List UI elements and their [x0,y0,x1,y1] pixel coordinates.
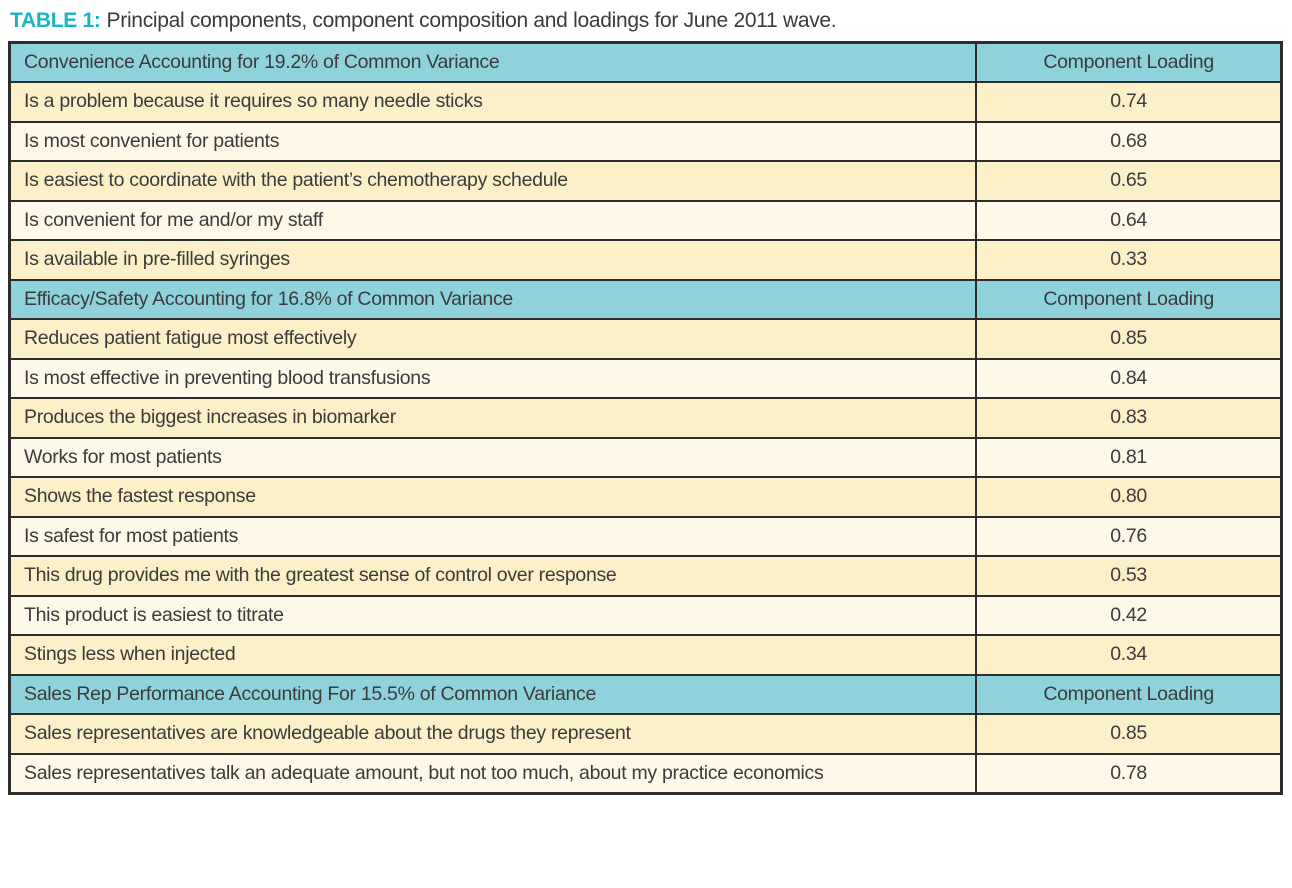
table-row: Stings less when injected 0.34 [8,634,1283,676]
loading-cell: 0.85 [975,318,1283,360]
table-row: Is most convenient for patients 0.68 [8,120,1283,162]
item-cell: Produces the biggest increases in biomar… [8,397,978,439]
loading-cell: 0.80 [975,476,1283,518]
table-row: Shows the fastest response 0.80 [8,476,1283,518]
table-row: Produces the biggest increases in biomar… [8,397,1283,439]
table-row: Reduces patient fatigue most effectively… [8,318,1283,360]
component-loading-header-cell: Component Loading [975,673,1283,715]
table-row: Works for most patients 0.81 [8,436,1283,478]
loading-cell: 0.76 [975,515,1283,557]
item-cell: Is a problem because it requires so many… [8,81,978,123]
item-cell: Works for most patients [8,436,978,478]
table-row: Is most effective in preventing blood tr… [8,357,1283,399]
item-cell: This drug provides me with the greatest … [8,555,978,597]
section-header-cell: Sales Rep Performance Accounting For 15.… [8,673,978,715]
section-header-cell: Convenience Accounting for 19.2% of Comm… [8,41,978,83]
loading-cell: 0.83 [975,397,1283,439]
loading-cell: 0.64 [975,199,1283,241]
item-cell: Sales representatives are knowledgeable … [8,713,978,755]
loading-cell: 0.78 [975,752,1283,794]
table-row: Is available in pre-filled syringes 0.33 [8,239,1283,281]
table-row: Is convenient for me and/or my staff 0.6… [8,199,1283,241]
loading-cell: 0.84 [975,357,1283,399]
loading-cell: 0.85 [975,713,1283,755]
loading-cell: 0.53 [975,555,1283,597]
item-cell: Is most effective in preventing blood tr… [8,357,978,399]
loading-cell: 0.74 [975,81,1283,123]
loading-cell: 0.81 [975,436,1283,478]
table-caption-tag: TABLE 1: [10,9,101,32]
component-loading-header-cell: Component Loading [975,41,1283,83]
item-cell: Is easiest to coordinate with the patien… [8,160,978,202]
table-row: Is easiest to coordinate with the patien… [8,160,1283,202]
table-row: Sales representatives talk an adequate a… [8,752,1283,794]
item-cell: Is safest for most patients [8,515,978,557]
item-cell: Is most convenient for patients [8,120,978,162]
loading-cell: 0.42 [975,594,1283,636]
item-cell: Is convenient for me and/or my staff [8,199,978,241]
component-loading-header-cell: Component Loading [975,278,1283,320]
section-header-row-sales-rep: Sales Rep Performance Accounting For 15.… [8,673,1283,715]
item-cell: Stings less when injected [8,634,978,676]
table-row: Is a problem because it requires so many… [8,81,1283,123]
loading-cell: 0.34 [975,634,1283,676]
table-row: This drug provides me with the greatest … [8,555,1283,597]
section-header-cell: Efficacy/Safety Accounting for 16.8% of … [8,278,978,320]
table-caption-text: Principal components, component composit… [106,9,837,32]
section-header-row-convenience: Convenience Accounting for 19.2% of Comm… [8,41,1283,83]
table-row: Sales representatives are knowledgeable … [8,713,1283,755]
loading-cell: 0.33 [975,239,1283,281]
item-cell: Is available in pre-filled syringes [8,239,978,281]
loading-cell: 0.65 [975,160,1283,202]
section-header-row-efficacy-safety: Efficacy/Safety Accounting for 16.8% of … [8,278,1283,320]
item-cell: Shows the fastest response [8,476,978,518]
item-cell: Reduces patient fatigue most effectively [8,318,978,360]
item-cell: This product is easiest to titrate [8,594,978,636]
table-row: This product is easiest to titrate 0.42 [8,594,1283,636]
table-row: Is safest for most patients 0.76 [8,515,1283,557]
table-caption: TABLE 1: Principal components, component … [0,0,1292,41]
item-cell: Sales representatives talk an adequate a… [8,752,978,794]
loading-cell: 0.68 [975,120,1283,162]
principal-components-table: Convenience Accounting for 19.2% of Comm… [8,41,1283,795]
